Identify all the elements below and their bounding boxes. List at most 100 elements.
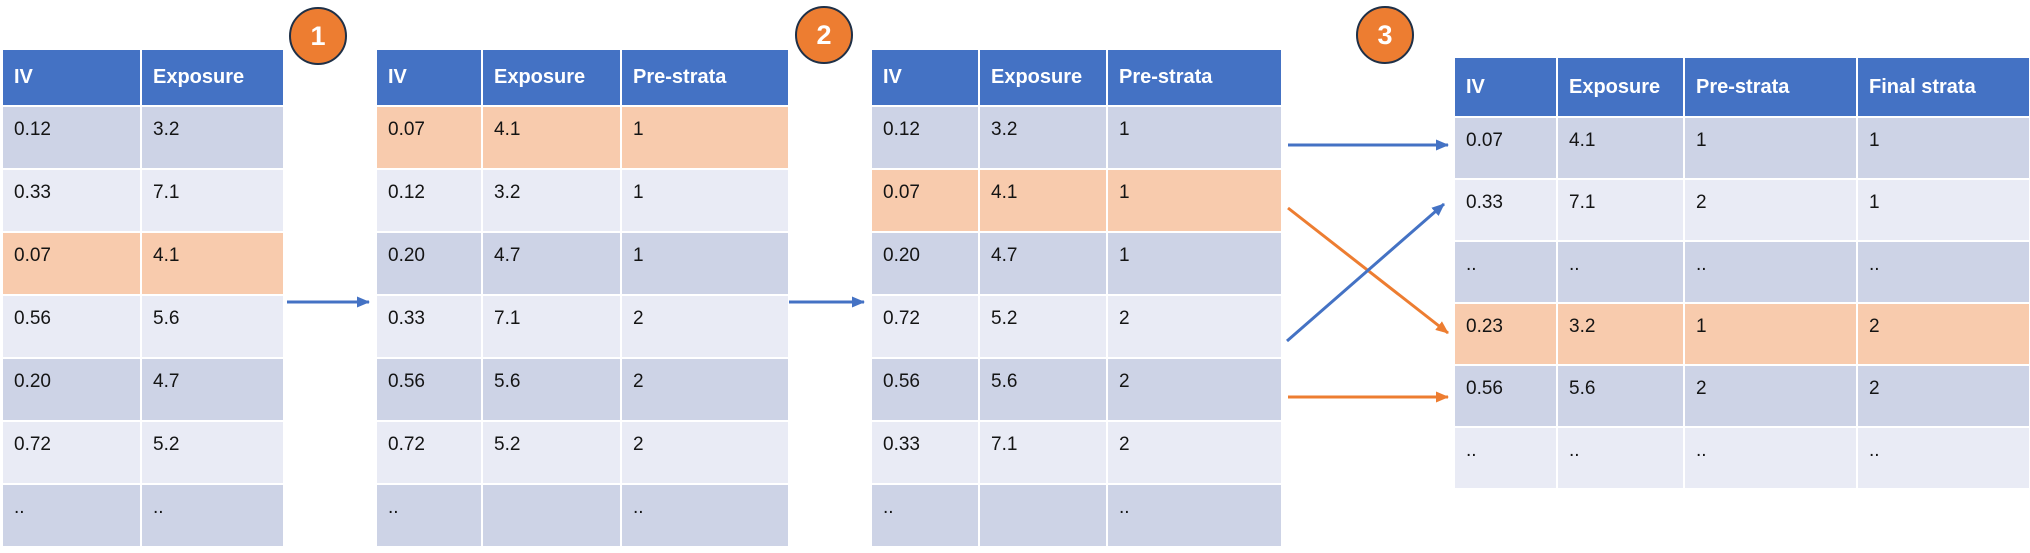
table-row: 0.33 7.1 2 [377, 296, 788, 357]
table-cell: 2 [1685, 366, 1856, 426]
table-row: 0.56 5.6 [3, 296, 283, 357]
table-cell: 0.72 [3, 422, 140, 483]
table-cell: 0.07 [377, 107, 481, 168]
table-row: 0.72 5.2 2 [377, 422, 788, 483]
table-cell: 2 [1685, 180, 1856, 240]
table-cell: 4.7 [142, 359, 283, 420]
table-cell: 2 [1858, 366, 2029, 426]
table-row: 0.72 5.2 [3, 422, 283, 483]
table-cell: 1 [622, 170, 788, 231]
table-row: 0.33 7.1 2 [872, 422, 1281, 483]
table-cell: .. [1685, 242, 1856, 302]
table-cell: .. [1455, 242, 1556, 302]
column-header: Exposure [980, 50, 1106, 105]
table-cell: 5.2 [483, 422, 620, 483]
table-cell: 5.2 [142, 422, 283, 483]
table-cell: 0.56 [3, 296, 140, 357]
table-cell: 1 [1858, 118, 2029, 178]
table-row: 0.56 5.6 2 [872, 359, 1281, 420]
table-cell: 0.07 [1455, 118, 1556, 178]
table-row: 0.33 7.1 [3, 170, 283, 231]
table-cell: 7.1 [142, 170, 283, 231]
table-cell: 0.07 [3, 233, 140, 294]
table-row: 0.56 5.6 2 2 [1455, 366, 2029, 426]
table-cell: 4.1 [483, 107, 620, 168]
column-header: Pre-strata [1685, 58, 1856, 116]
table-cell: 2 [622, 359, 788, 420]
table-cell: 5.6 [142, 296, 283, 357]
table-cell: 2 [1108, 296, 1281, 357]
table-cell: .. [377, 485, 481, 546]
table-cell: 5.6 [980, 359, 1106, 420]
table-cell: .. [3, 485, 140, 546]
table-cell: 5.2 [980, 296, 1106, 357]
table-cell: 1 [1858, 180, 2029, 240]
table-cell: 5.6 [483, 359, 620, 420]
step0-input-table: IV Exposure 0.12 3.2 0.33 7.1 0.07 4.1 0.56 5.6 0.… [3, 50, 283, 546]
table-cell: 2 [1108, 422, 1281, 483]
column-header: Pre-strata [1108, 50, 1281, 105]
table-cell: 0.20 [3, 359, 140, 420]
table-cell: 4.7 [980, 233, 1106, 294]
header-row: IV Exposure Pre-strata [377, 50, 788, 105]
column-header: IV [377, 50, 481, 105]
table-cell: 0.56 [377, 359, 481, 420]
header-row: IV Exposure Pre-strata [872, 50, 1281, 105]
table-cell: .. [1685, 428, 1856, 488]
step2-exposure-sorted-table: IV Exposure Pre-strata 0.12 3.2 1 0.07 4.1 1 0.20… [872, 50, 1281, 546]
table-row: 0.12 3.2 1 [377, 170, 788, 231]
table-cell: 3.2 [142, 107, 283, 168]
table-row: .... [872, 485, 1281, 546]
header-row: IV Exposure [3, 50, 283, 105]
highlighted-table-row: 0.07 4.1 1 [872, 170, 1281, 231]
table-cell: .. [1108, 485, 1281, 546]
table-cell: 7.1 [483, 296, 620, 357]
table-cell: 0.23 [1455, 304, 1556, 364]
table-cell: 1 [622, 107, 788, 168]
table-cell: .. [1455, 428, 1556, 488]
table-row: 0.20 4.7 [3, 359, 283, 420]
step-3-label: 3 [1377, 19, 1393, 50]
table-cell: 0.33 [872, 422, 978, 483]
table-cell: 0.07 [872, 170, 978, 231]
table-cell: 0.72 [872, 296, 978, 357]
step-1-label: 1 [310, 20, 326, 51]
table-row: 0.20 4.7 1 [872, 233, 1281, 294]
table-cell: 3.2 [980, 107, 1106, 168]
table-cell: 1 [1108, 233, 1281, 294]
table-row: 0.33 7.1 2 1 [1455, 180, 2029, 240]
table-cell: .. [142, 485, 283, 546]
table-cell: 4.7 [483, 233, 620, 294]
table-cell: .. [1858, 428, 2029, 488]
table-cell: 0.33 [377, 296, 481, 357]
column-header: IV [3, 50, 140, 105]
table-row: 0.07 4.1 1 1 [1455, 118, 2029, 178]
table-cell: 2 [1858, 304, 2029, 364]
table-row: 0.56 5.6 2 [377, 359, 788, 420]
row-map-arrow-3-icon [1286, 202, 1445, 343]
column-header: IV [872, 50, 978, 105]
highlighted-table-row: 0.07 4.1 1 [377, 107, 788, 168]
highlighted-table-row: 0.23 3.2 1 2 [1455, 304, 2029, 364]
table-cell: .. [1858, 242, 2029, 302]
table-cell: 7.1 [980, 422, 1106, 483]
table-row: 0.20 4.7 1 [377, 233, 788, 294]
table-cell: 2 [1108, 359, 1281, 420]
column-header: Exposure [1558, 58, 1683, 116]
table-cell: 0.33 [1455, 180, 1556, 240]
table-cell: 0.56 [872, 359, 978, 420]
table-row: .... [3, 485, 283, 546]
step-2-badge: 2 [795, 6, 853, 64]
table-cell: 0.12 [872, 107, 978, 168]
table-cell: 4.1 [980, 170, 1106, 231]
table-cell: .. [872, 485, 978, 546]
column-header: Exposure [483, 50, 620, 105]
table-cell: 1 [622, 233, 788, 294]
column-header: Exposure [142, 50, 283, 105]
table-cell: 2 [622, 422, 788, 483]
table-cell: 0.20 [872, 233, 978, 294]
step-3-badge: 3 [1356, 6, 1414, 64]
table-cell: 4.1 [1558, 118, 1683, 178]
table-cell: 0.33 [3, 170, 140, 231]
